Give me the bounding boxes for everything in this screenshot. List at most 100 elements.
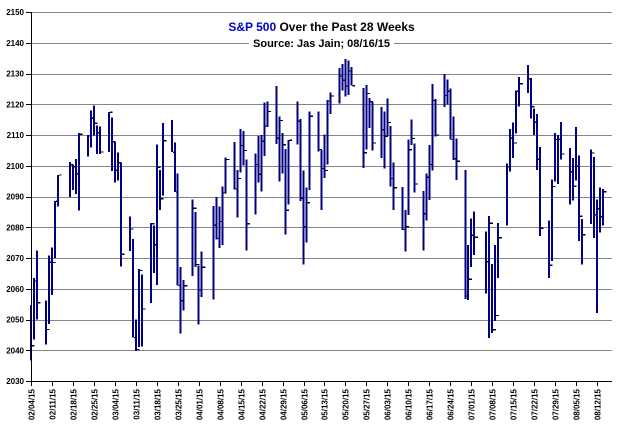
price-bar [197,265,200,325]
price-bar [287,139,290,205]
price-bar [551,179,554,261]
price-bar [182,280,185,311]
price-bar [497,223,500,278]
price-bar [149,222,152,303]
close-tick [136,348,140,351]
price-bar [452,116,455,161]
price-bar [152,225,155,274]
close-tick [32,345,35,347]
price-bar [539,146,542,237]
price-bar [491,264,494,333]
close-tick [94,122,98,124]
price-bars [30,59,607,361]
price-bar [161,122,164,196]
y-axis-label: 2140 [6,39,24,48]
price-bar [131,239,134,338]
price-bar [215,197,218,240]
chart-title-accent: S&P 500 [228,20,277,34]
x-axis-label: 07/22/15 [531,388,540,420]
price-bar [371,102,374,151]
close-tick [163,140,167,142]
price-bar [473,211,476,255]
close-tick [47,328,50,331]
close-tick [475,236,478,238]
price-bar [51,247,53,295]
close-tick [592,152,595,154]
close-tick [499,237,502,239]
close-tick [496,314,499,317]
close-tick [226,158,230,161]
close-tick [553,185,556,188]
price-bar [107,111,110,152]
close-tick [415,183,418,185]
price-bar [257,136,260,183]
x-axis-label: 02/11/15 [49,388,58,419]
price-bar [281,133,284,174]
close-tick [109,111,113,113]
price-bar [560,122,563,160]
price-bar [113,142,116,183]
close-tick [490,222,493,224]
price-bar [57,174,59,207]
price-bar [596,199,598,314]
price-bar [48,255,50,324]
price-bar [170,120,173,153]
price-bar [470,218,473,268]
price-bar [485,231,488,294]
x-axis-label: 03/18/15 [154,388,163,420]
x-axis-label: 02/04/15 [28,388,37,420]
price-bar [173,142,176,192]
price-bar [443,73,446,107]
close-tick [202,266,206,268]
price-bar [506,163,509,226]
close-tick [130,228,134,230]
close-tick [331,95,335,97]
close-tick [562,153,565,155]
close-tick [112,141,116,143]
price-bar [368,97,371,128]
axes [26,12,612,386]
price-bar [116,152,119,181]
price-bar [431,83,434,171]
price-bar [422,190,425,251]
close-tick [79,133,83,135]
price-bar [278,116,281,182]
chart-title-rest: Over the Past 28 Weeks [276,20,415,34]
close-tick [286,209,290,211]
close-tick [325,169,329,172]
close-tick [118,162,122,164]
price-bar [347,60,350,96]
price-bar [404,210,407,252]
close-tick [388,121,391,124]
axis-labels: 2030 2040 2050 2060 2070 2080 2090 2100 2110 2120… [6,8,602,420]
close-tick [373,142,376,144]
price-bar [413,143,416,193]
price-bar [326,99,329,165]
price-bar [137,269,140,347]
price-bar [155,144,158,285]
close-tick [409,149,412,151]
price-bar [362,87,365,169]
x-axis-label: 03/04/15 [112,388,121,420]
price-bar [176,173,179,286]
price-bar [236,170,239,218]
close-tick [139,269,143,272]
x-axis-label: 04/08/15 [217,388,226,420]
price-bar [467,244,470,300]
close-tick [53,261,56,264]
y-axis-label: 2050 [6,316,24,325]
price-bar [284,148,287,235]
price-bar [92,105,95,136]
price-bar [446,79,449,105]
price-bar [305,187,308,243]
chart-subtitle: Source: Jas Jain; 08/16/15 [31,37,612,51]
close-tick [310,115,314,117]
close-tick [406,226,409,228]
close-tick [541,227,544,229]
price-bar [494,244,497,322]
y-axis-label: 2120 [6,100,24,109]
close-tick [367,92,370,95]
price-bar [434,99,437,137]
y-axis-label: 2060 [6,285,24,294]
